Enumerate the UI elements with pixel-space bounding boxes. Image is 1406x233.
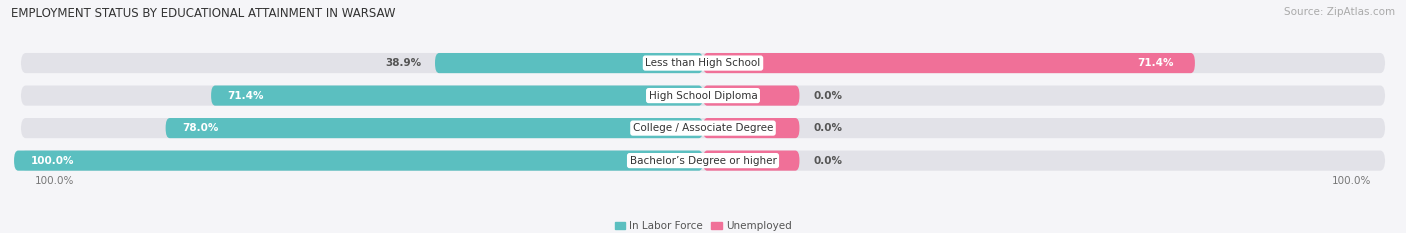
FancyBboxPatch shape (166, 118, 703, 138)
FancyBboxPatch shape (703, 118, 800, 138)
FancyBboxPatch shape (21, 53, 1385, 73)
Text: 100.0%: 100.0% (1331, 176, 1371, 186)
Text: 38.9%: 38.9% (385, 58, 422, 68)
Text: 0.0%: 0.0% (813, 91, 842, 101)
FancyBboxPatch shape (14, 151, 703, 171)
Text: Less than High School: Less than High School (645, 58, 761, 68)
FancyBboxPatch shape (703, 151, 800, 171)
Text: College / Associate Degree: College / Associate Degree (633, 123, 773, 133)
Text: 100.0%: 100.0% (35, 176, 75, 186)
FancyBboxPatch shape (21, 118, 1385, 138)
Text: High School Diploma: High School Diploma (648, 91, 758, 101)
Text: 71.4%: 71.4% (1137, 58, 1174, 68)
FancyBboxPatch shape (703, 86, 800, 106)
FancyBboxPatch shape (211, 86, 703, 106)
Text: Source: ZipAtlas.com: Source: ZipAtlas.com (1284, 7, 1395, 17)
Text: EMPLOYMENT STATUS BY EDUCATIONAL ATTAINMENT IN WARSAW: EMPLOYMENT STATUS BY EDUCATIONAL ATTAINM… (11, 7, 395, 20)
Text: Bachelor’s Degree or higher: Bachelor’s Degree or higher (630, 156, 776, 166)
Text: 71.4%: 71.4% (228, 91, 264, 101)
FancyBboxPatch shape (21, 151, 1385, 171)
Text: 0.0%: 0.0% (813, 156, 842, 166)
FancyBboxPatch shape (434, 53, 703, 73)
Text: 78.0%: 78.0% (183, 123, 218, 133)
FancyBboxPatch shape (21, 86, 1385, 106)
FancyBboxPatch shape (703, 53, 1195, 73)
Text: 0.0%: 0.0% (813, 123, 842, 133)
Legend: In Labor Force, Unemployed: In Labor Force, Unemployed (610, 217, 796, 233)
Text: 100.0%: 100.0% (31, 156, 75, 166)
